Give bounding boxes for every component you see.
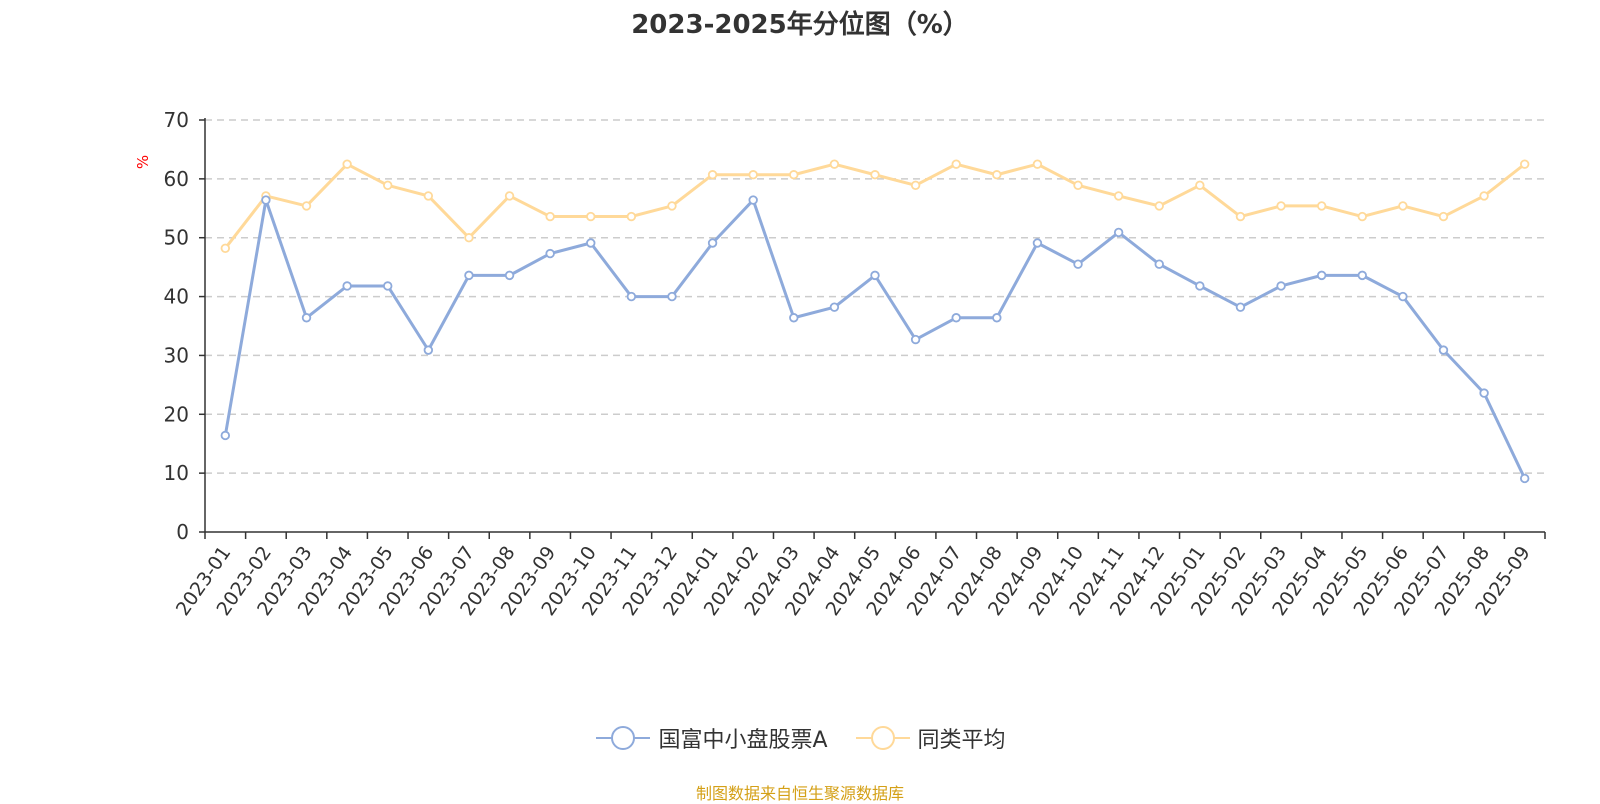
- data-point: [1479, 191, 1489, 201]
- legend: 国富中小盘股票A 同类平均: [0, 722, 1600, 754]
- data-point: [1357, 270, 1367, 281]
- data-point: [1276, 201, 1286, 211]
- data-point: [1073, 180, 1083, 191]
- legend-swatch-peer-average: [855, 726, 910, 750]
- y-axis-unit-label: %: [134, 155, 152, 169]
- data-point: [748, 170, 758, 180]
- data-point: [951, 313, 961, 323]
- data-point: [1195, 180, 1205, 191]
- data-point: [1398, 291, 1408, 302]
- series-layer: [220, 159, 1530, 484]
- data-point: [1235, 211, 1246, 222]
- data-point: [951, 159, 961, 169]
- legend-item-fund[interactable]: 国富中小盘股票A: [594, 722, 828, 754]
- legend-label-peer-average: 同类平均: [917, 728, 1006, 753]
- data-point: [829, 159, 840, 169]
- data-point: [829, 302, 840, 312]
- y-tick-label: 50: [164, 226, 189, 250]
- data-point: [626, 211, 637, 222]
- axis-layer: 010203040506070%2023-012023-022023-03202…: [134, 108, 1546, 620]
- data-point: [1438, 345, 1449, 355]
- data-point: [870, 170, 880, 180]
- data-point: [1073, 259, 1083, 269]
- data-point: [504, 270, 515, 281]
- data-point: [1398, 201, 1408, 211]
- series-line: [223, 198, 1527, 480]
- y-tick-label: 40: [164, 285, 189, 309]
- data-point: [545, 248, 555, 259]
- data-point: [261, 195, 271, 205]
- y-tick-label: 20: [164, 402, 189, 426]
- data-point: [870, 270, 880, 281]
- y-tick-label: 30: [164, 343, 189, 367]
- y-tick-label: 60: [164, 167, 189, 191]
- data-point: [301, 313, 312, 323]
- data-point: [1519, 159, 1530, 169]
- source-note: 制图数据来自恒生聚源数据库: [695, 784, 904, 803]
- data-point: [1276, 281, 1286, 291]
- data-point: [1195, 281, 1205, 291]
- data-point: [992, 313, 1002, 323]
- data-point: [789, 313, 799, 323]
- data-point: [1113, 227, 1124, 238]
- data-point: [1235, 302, 1246, 312]
- data-point: [301, 201, 312, 211]
- data-point: [910, 180, 921, 191]
- data-point: [626, 291, 637, 302]
- data-point: [504, 191, 515, 201]
- data-point: [789, 170, 799, 180]
- data-point: [910, 334, 921, 345]
- y-tick-label: 70: [164, 108, 189, 132]
- legend-swatch-fund: [596, 726, 651, 750]
- data-point: [992, 170, 1002, 180]
- chart-title: 2023-2025年分位图（%）: [631, 10, 969, 40]
- data-point: [1154, 259, 1164, 269]
- legend-label-fund: 国富中小盘股票A: [658, 728, 828, 753]
- data-point: [748, 195, 758, 205]
- data-point: [383, 281, 393, 291]
- data-point: [383, 180, 393, 191]
- data-point: [667, 291, 677, 302]
- data-point: [1479, 388, 1489, 398]
- data-point: [1519, 473, 1530, 484]
- data-point: [464, 270, 474, 281]
- data-point: [423, 191, 434, 201]
- data-point: [1032, 159, 1043, 169]
- data-point: [342, 281, 352, 291]
- data-point: [1154, 201, 1164, 211]
- y-tick-label: 10: [164, 461, 189, 485]
- data-point: [707, 238, 718, 248]
- data-point: [586, 238, 596, 248]
- data-point: [342, 159, 352, 169]
- data-point: [423, 345, 434, 355]
- legend-item-peer-average[interactable]: 同类平均: [854, 722, 1006, 754]
- data-point: [667, 201, 677, 211]
- data-point: [707, 170, 718, 180]
- data-point: [1032, 238, 1043, 248]
- data-point: [1113, 191, 1124, 201]
- data-point: [1438, 211, 1449, 222]
- data-point: [545, 211, 555, 222]
- grid-layer: [205, 119, 1545, 474]
- y-tick-label: 0: [176, 520, 189, 544]
- data-point: [1316, 201, 1327, 211]
- data-point: [220, 430, 231, 441]
- data-point: [1316, 270, 1327, 281]
- data-point: [1357, 211, 1367, 222]
- data-point: [464, 233, 474, 243]
- data-point: [220, 243, 231, 254]
- data-point: [586, 211, 596, 222]
